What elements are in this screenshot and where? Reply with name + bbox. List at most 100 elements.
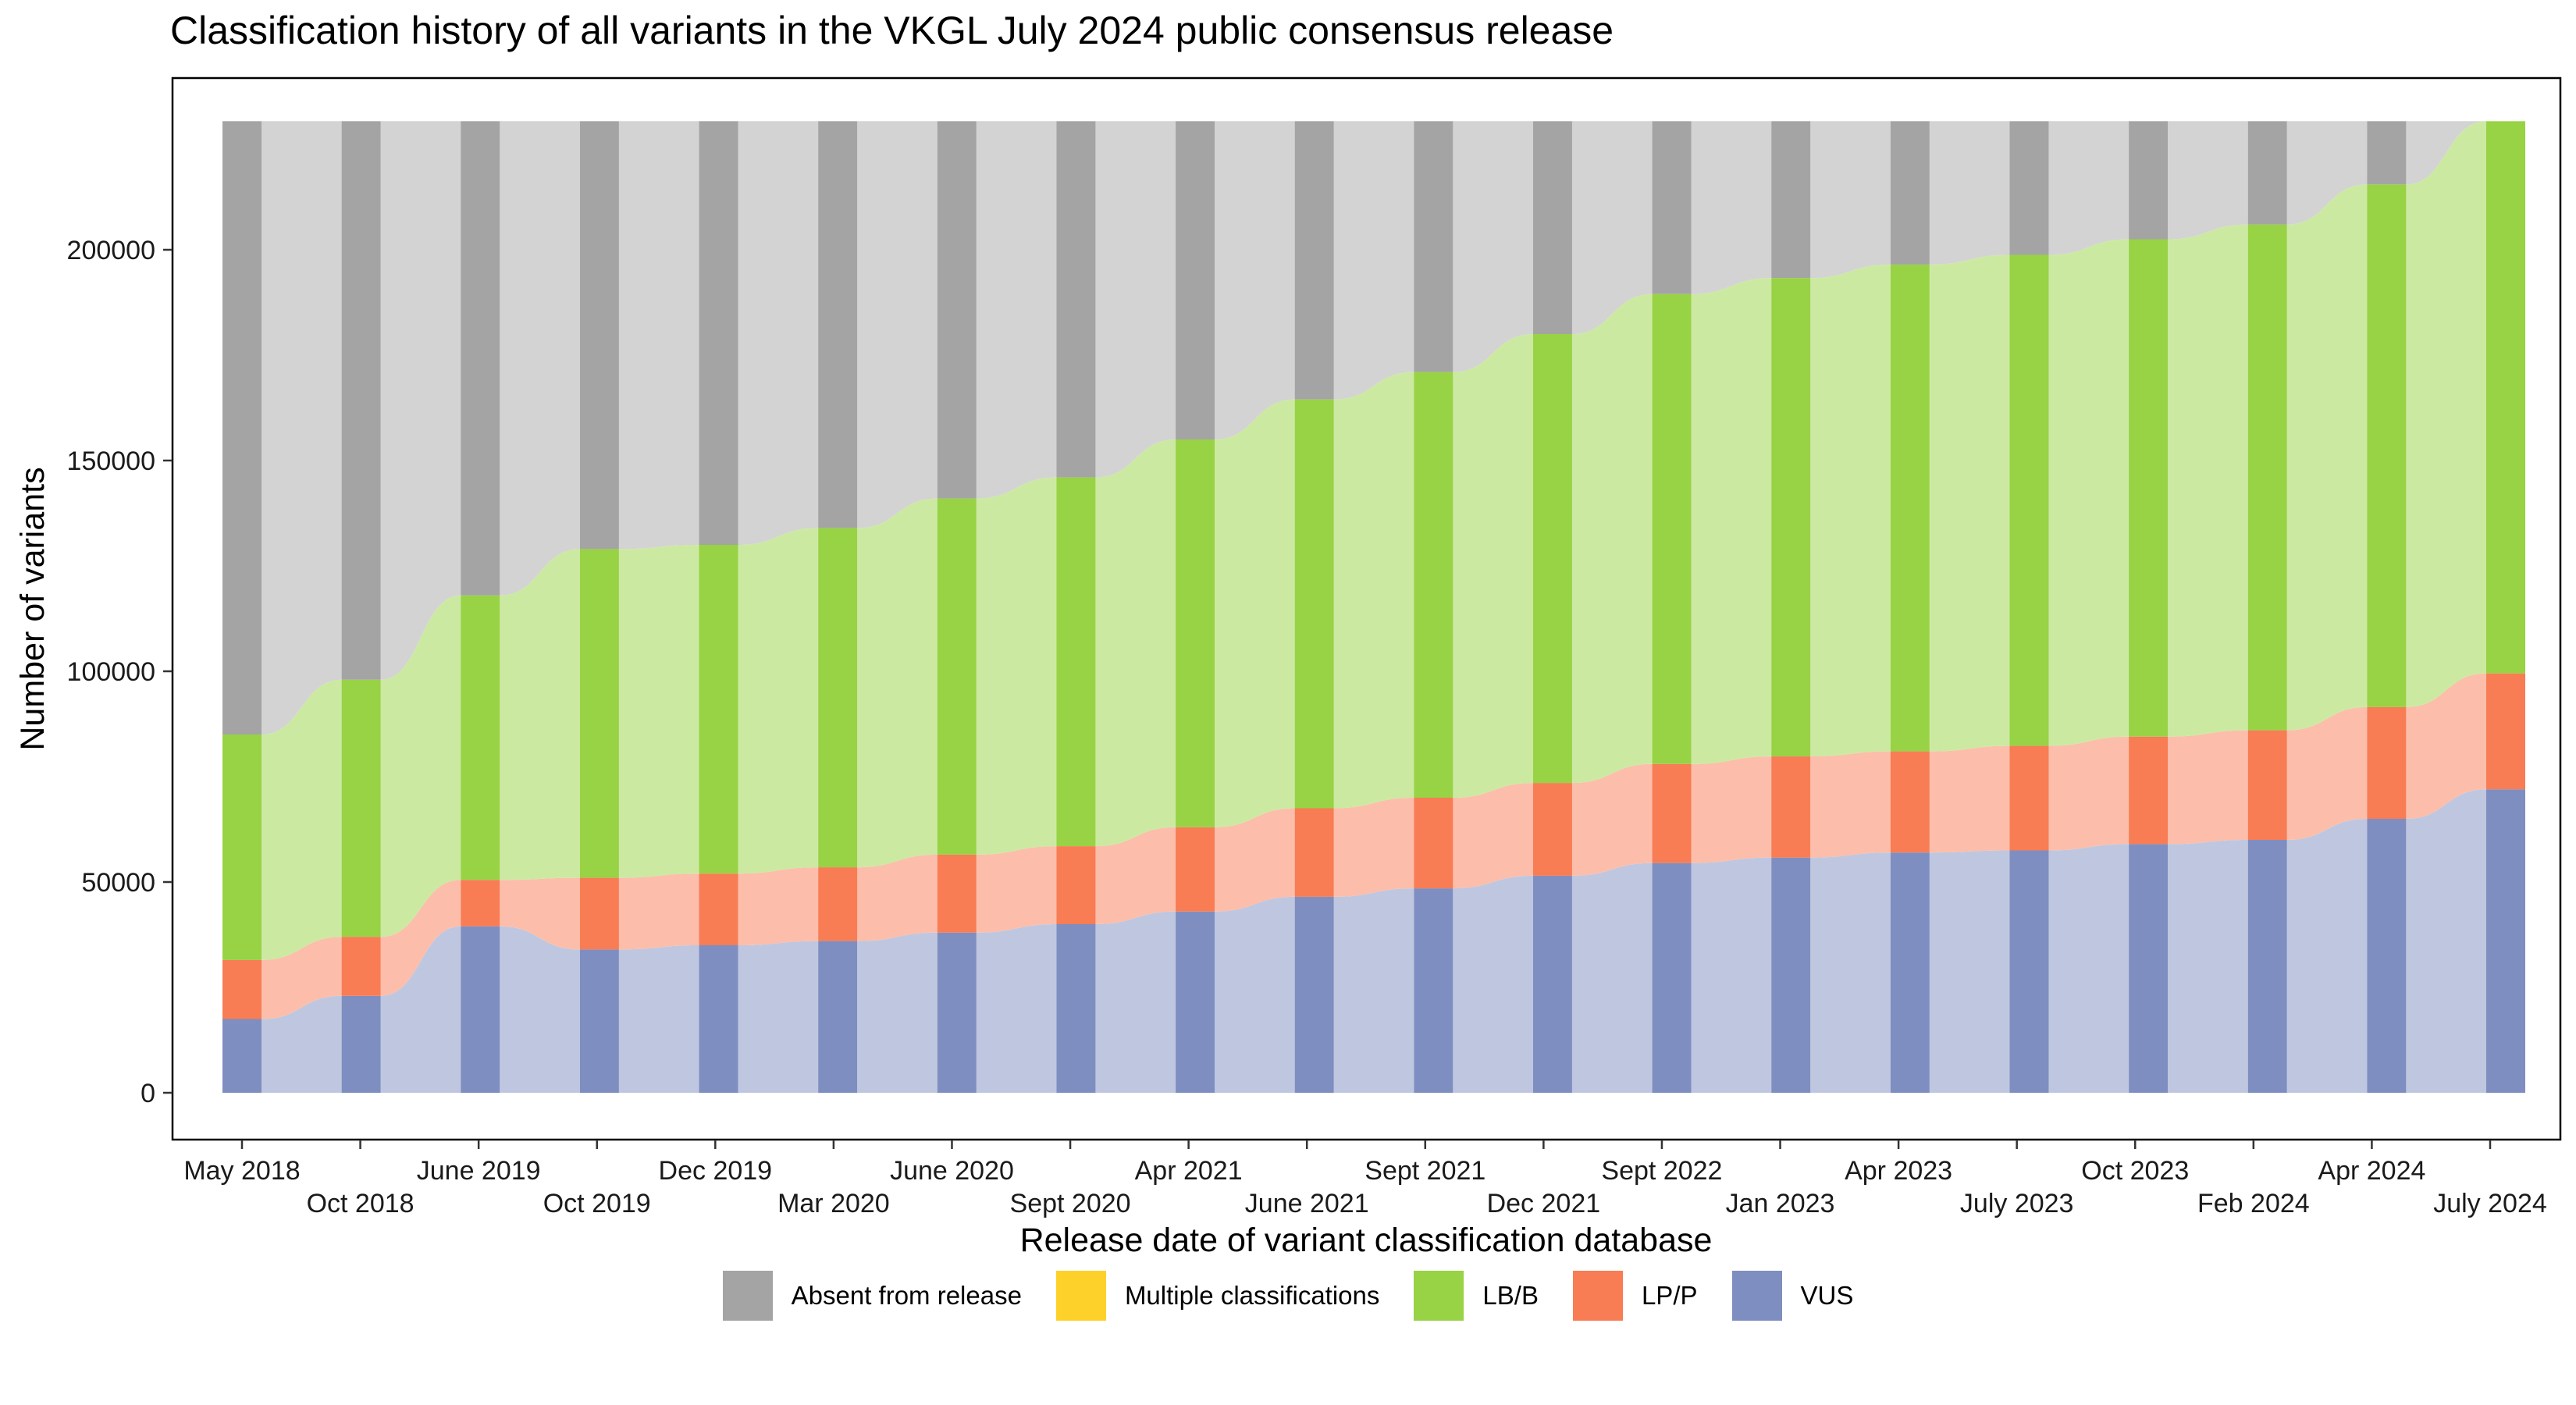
flow-absent-from-release-1	[262, 121, 342, 735]
flow-lp-p-5	[738, 867, 819, 945]
legend-key-multiple-classifications	[1055, 1271, 1106, 1321]
flow-lb-b-19	[2406, 121, 2486, 707]
x-tick-label-july-2024: July 2024	[2433, 1189, 2547, 1218]
bar-absent-from-release-apr-2023	[1890, 121, 1930, 265]
bar-lp-p-may-2018	[222, 959, 262, 1019]
x-tick-label-dec-2019: Dec 2019	[659, 1156, 773, 1186]
flow-absent-from-release-9	[1215, 121, 1295, 440]
bar-absent-from-release-apr-2021	[1176, 121, 1215, 440]
legend-item-lp-p: LP/P	[1572, 1271, 1698, 1321]
x-tick-label-june-2021: June 2021	[1245, 1189, 1369, 1218]
flow-vus-18	[2286, 819, 2368, 1093]
flow-lb-b-10	[1333, 372, 1414, 809]
bar-vus-sept-2022	[1652, 863, 1692, 1093]
bar-lp-p-sept-2020	[1056, 846, 1096, 924]
y-axis: 0 50000 100000 150000 200000	[67, 236, 173, 1108]
flow-absent-from-release-2	[380, 121, 461, 680]
flow-lb-b-13	[1691, 278, 1772, 764]
bar-lp-p-sept-2021	[1414, 798, 1453, 889]
bar-lp-p-oct-2019	[579, 877, 619, 950]
bar-lp-p-apr-2021	[1176, 827, 1215, 912]
flow-absent-from-release-3	[500, 121, 580, 596]
legend-item-lb-b: LB/B	[1414, 1271, 1539, 1321]
x-tick-label-dec-2021: Dec 2021	[1487, 1189, 1601, 1218]
bar-lp-p-oct-2023	[2129, 736, 2169, 845]
flow-lp-p-15	[1929, 745, 2010, 853]
bar-absent-from-release-oct-2023	[2129, 121, 2169, 240]
x-tick-label-june-2020: June 2020	[890, 1156, 1014, 1186]
bar-lp-p-dec-2019	[699, 873, 738, 945]
flow-lp-p-19	[2406, 673, 2486, 819]
bar-lb-b-june-2021	[1294, 399, 1334, 809]
flow-absent-from-release-11	[1453, 121, 1533, 372]
bar-vus-sept-2020	[1056, 924, 1096, 1093]
bar-absent-from-release-june-2019	[461, 121, 500, 596]
legend-label: VUS	[1800, 1281, 1854, 1310]
flow-lb-b-6	[857, 498, 938, 868]
flow-vus-10	[1333, 888, 1414, 1093]
bar-lb-b-apr-2021	[1176, 439, 1215, 827]
x-tick-label-sept-2021: Sept 2021	[1364, 1156, 1485, 1186]
y-tick-label: 100000	[67, 657, 155, 687]
flow-layer	[262, 121, 2486, 1093]
flow-absent-from-release-4	[618, 121, 699, 550]
bar-lp-p-jan-2023	[1771, 756, 1811, 858]
bar-vus-apr-2021	[1176, 911, 1215, 1093]
flow-lb-b-9	[1215, 399, 1295, 827]
bar-lb-b-dec-2019	[699, 545, 738, 874]
bar-lb-b-sept-2020	[1056, 477, 1096, 847]
bar-vus-apr-2023	[1890, 852, 1930, 1093]
bar-absent-from-release-feb-2024	[2247, 121, 2287, 225]
flow-vus-17	[2168, 840, 2248, 1093]
flow-lb-b-11	[1453, 334, 1533, 798]
x-tick-label-jan-2023: Jan 2023	[1726, 1189, 1835, 1218]
flow-lp-p-11	[1453, 783, 1533, 889]
legend-label: Absent from release	[791, 1281, 1022, 1310]
flow-absent-from-release-15	[1929, 121, 2010, 265]
bar-absent-from-release-dec-2021	[1532, 121, 1572, 335]
legend-key-lp-p	[1572, 1271, 1623, 1321]
bar-vus-june-2019	[461, 926, 500, 1093]
flow-lp-p-2	[380, 880, 461, 996]
bar-lp-p-oct-2018	[341, 937, 381, 996]
flow-lp-p-6	[857, 854, 938, 941]
flow-vus-4	[618, 945, 699, 1093]
bar-lb-b-dec-2021	[1532, 334, 1572, 784]
x-tick-label-mar-2020: Mar 2020	[777, 1189, 890, 1218]
x-tick-label-sept-2022: Sept 2022	[1601, 1156, 1722, 1186]
x-tick-label-sept-2020: Sept 2020	[1010, 1189, 1131, 1218]
flow-vus-14	[1810, 852, 1891, 1093]
bar-lb-b-apr-2024	[2367, 184, 2407, 707]
flow-vus-3	[500, 926, 580, 1093]
bar-vus-june-2021	[1294, 896, 1334, 1093]
bar-absent-from-release-dec-2019	[699, 121, 738, 546]
bar-vus-june-2020	[937, 932, 977, 1093]
bar-vus-jan-2023	[1771, 857, 1811, 1093]
bar-absent-from-release-apr-2024	[2367, 121, 2407, 185]
x-tick-label-july-2023: July 2023	[1960, 1189, 2074, 1218]
flow-vus-13	[1691, 857, 1772, 1093]
bar-absent-from-release-sept-2020	[1056, 121, 1096, 478]
bar-absent-from-release-sept-2021	[1414, 121, 1453, 372]
flow-lp-p-12	[1571, 763, 1653, 876]
bar-vus-oct-2018	[341, 995, 381, 1093]
bar-lp-p-apr-2024	[2367, 706, 2407, 819]
flow-lb-b-1	[262, 679, 342, 960]
bar-lp-p-sept-2022	[1652, 763, 1692, 863]
flow-lb-b-7	[976, 477, 1057, 855]
bar-vus-may-2018	[222, 1019, 262, 1093]
x-tick-label-june-2019: June 2019	[417, 1156, 541, 1186]
flow-absent-from-release-18	[2286, 121, 2368, 225]
legend-item-multiple-classifications: Multiple classifications	[1055, 1271, 1379, 1321]
flow-vus-5	[738, 941, 819, 1093]
y-tick-label: 0	[141, 1079, 155, 1108]
bar-absent-from-release-oct-2018	[341, 121, 381, 680]
flow-lb-b-17	[2168, 224, 2248, 737]
y-axis-label: Number of variants	[14, 467, 52, 750]
legend-label: LP/P	[1641, 1281, 1698, 1310]
flow-lb-b-14	[1810, 264, 1891, 757]
flow-lp-p-9	[1215, 808, 1295, 912]
bar-lp-p-feb-2024	[2247, 730, 2287, 840]
